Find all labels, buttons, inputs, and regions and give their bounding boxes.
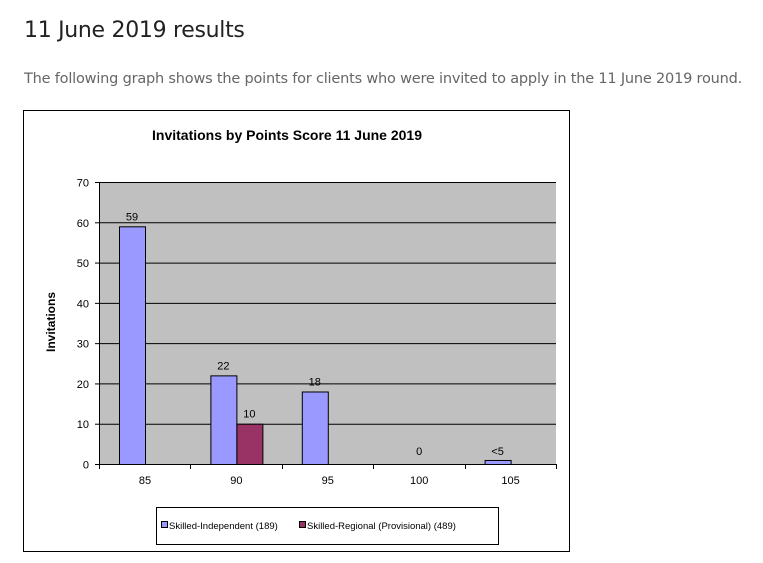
page-title: 11 June 2019 results [24, 18, 245, 43]
y-axis-label: Invitations [44, 292, 58, 352]
bar-skilled-regional [236, 423, 264, 466]
bar-skilled-independent [301, 391, 329, 465]
x-tick-label: 105 [501, 475, 519, 487]
data-label: <5 [491, 446, 504, 458]
chart-title: Invitations by Points Score 11 June 2019 [152, 127, 422, 143]
points-chart: Invitations by Points Score 11 June 2019… [23, 110, 570, 552]
x-tick-label: 90 [230, 475, 242, 487]
legend: Skilled-Independent (189) Skilled-Regiona… [156, 507, 499, 545]
bar-skilled-independent [210, 375, 238, 465]
x-tick-label: 95 [322, 475, 334, 487]
data-label: 22 [217, 360, 229, 372]
y-tick-label: 40 [77, 298, 89, 310]
y-tick-label: 60 [77, 218, 89, 230]
data-label: 59 [126, 211, 138, 223]
y-tick-label: 30 [77, 339, 89, 351]
bar-skilled-independent [119, 226, 146, 465]
legend-swatch [161, 521, 168, 528]
data-label: 18 [309, 376, 321, 388]
legend-label: Skilled-Independent (189) [169, 521, 278, 532]
y-tick-label: 20 [77, 379, 89, 391]
legend-swatch [299, 521, 306, 528]
intro-text: The following graph shows the points for… [24, 71, 743, 87]
x-tick-label: 100 [410, 475, 428, 487]
data-label: 0 [416, 446, 422, 458]
data-label: 10 [243, 409, 255, 421]
y-tick-label: 10 [77, 419, 89, 431]
y-tick-label: 50 [77, 258, 89, 270]
y-tick-label: 70 [77, 178, 89, 190]
x-tick-label: 85 [139, 475, 151, 487]
y-tick-label: 0 [83, 460, 89, 472]
legend-label: Skilled-Regional (Provisional) (489) [307, 521, 456, 532]
legend-box [156, 507, 499, 545]
bar-skilled-independent [484, 459, 512, 466]
